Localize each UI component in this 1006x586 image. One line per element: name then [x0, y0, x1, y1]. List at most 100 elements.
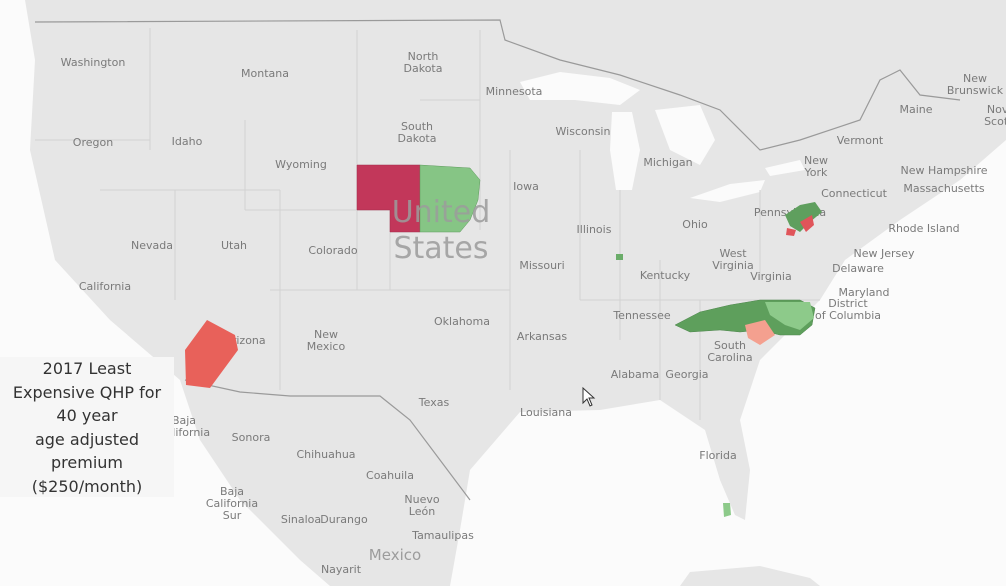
place-label: Sinaloa: [281, 513, 321, 526]
place-labels: WashingtonMontanaNorthDakotaMinnesotaOre…: [61, 50, 1006, 576]
legend-line: premium: [51, 453, 123, 472]
lake-erie: [690, 180, 765, 202]
legend-box: 2017 Least Expensive QHP for 40 year age ad…: [0, 357, 174, 497]
place-label: Durango: [320, 513, 368, 526]
place-label: Florida: [699, 449, 736, 462]
legend-line: Expensive QHP for: [12, 382, 162, 402]
place-label: Arkansas: [517, 330, 567, 343]
place-label: Massachusetts: [903, 182, 985, 195]
place-label: California: [79, 280, 131, 293]
place-label: New Hampshire: [900, 164, 987, 177]
state-borders: [35, 28, 820, 420]
region-arizona: [185, 320, 238, 388]
place-label: Utah: [221, 239, 247, 252]
place-label: Dakota: [398, 132, 437, 145]
legend-line: 40 year: [56, 406, 118, 425]
place-label: Colorado: [308, 244, 357, 257]
premium-regions: [185, 164, 822, 517]
place-label: Iowa: [513, 180, 539, 193]
place-label: New: [963, 72, 987, 85]
place-label: Idaho: [172, 135, 203, 148]
country-borders: [34, 19, 961, 501]
place-label: Missouri: [519, 259, 564, 272]
region-florida: [723, 503, 731, 517]
place-label: Washington: [61, 56, 126, 69]
place-label: Baja: [220, 485, 244, 498]
place-label: Alabama: [611, 368, 660, 381]
region-illinois: [616, 254, 623, 260]
place-label: New: [314, 328, 338, 341]
cuba: [680, 566, 820, 586]
place-label: New Jersey: [853, 247, 915, 260]
place-label: Louisiana: [520, 406, 572, 419]
place-label: Tennessee: [612, 309, 671, 322]
place-label: Delaware: [832, 262, 884, 275]
place-label: Oklahoma: [434, 315, 490, 328]
place-label: South: [401, 120, 433, 133]
region-nebraska-east: [419, 164, 481, 233]
place-label: Sonora: [232, 431, 271, 444]
place-label: Wyoming: [275, 158, 327, 171]
legend-line: age adjusted: [34, 429, 140, 449]
place-label: Tamaulipas: [411, 529, 474, 542]
place-label: of Columbia: [815, 309, 881, 322]
legend-line: ($250/month): [31, 476, 143, 496]
place-label: Scotia: [984, 115, 1006, 128]
place-label: Vermont: [837, 134, 884, 147]
region-pennsylvania: [785, 202, 822, 232]
place-label: Mexico: [307, 340, 346, 353]
country-label: States: [393, 231, 488, 266]
place-label: Brunswick: [947, 84, 1004, 97]
cursor: [582, 386, 596, 407]
place-label: New: [804, 154, 828, 167]
country-label: Mexico: [369, 546, 421, 564]
place-label: Georgia: [665, 368, 708, 381]
place-label: Maryland: [838, 286, 889, 299]
place-label: West: [719, 247, 747, 260]
country-label: United: [392, 195, 491, 230]
lake-superior: [520, 72, 640, 105]
place-label: Texas: [418, 396, 450, 409]
place-label: Rhode Island: [888, 222, 959, 235]
country-labels: United States Mexico: [369, 195, 490, 564]
atlantic-gulf: [450, 140, 1006, 586]
place-label: Connecticut: [821, 187, 888, 200]
place-label: District: [828, 297, 868, 310]
place-label: York: [804, 166, 829, 179]
place-label: Maine: [899, 103, 932, 116]
place-label: Ohio: [682, 218, 708, 231]
lake-michigan: [610, 112, 640, 190]
place-label: Illinois: [577, 223, 612, 236]
place-label: Dakota: [404, 62, 443, 75]
place-label: Michigan: [643, 156, 692, 169]
place-label: South: [714, 339, 746, 352]
place-label: Minnesota: [486, 85, 543, 98]
place-label: Nuevo: [404, 493, 439, 506]
place-label: Montana: [241, 67, 289, 80]
lake-ontario: [765, 160, 805, 176]
lake-huron: [655, 105, 715, 165]
place-label: León: [409, 505, 435, 518]
place-label: Nevada: [131, 239, 173, 252]
place-label: Coahuila: [366, 469, 414, 482]
region-north-carolina-pink: [745, 320, 775, 345]
place-label: Nayarit: [321, 563, 362, 576]
place-label: North: [408, 50, 439, 63]
place-label: Wisconsin: [556, 125, 611, 138]
place-label: Virginia: [750, 270, 791, 283]
place-label: Carolina: [707, 351, 752, 364]
region-pennsylvania-red: [800, 215, 814, 232]
place-label: Virginia: [712, 259, 753, 272]
place-label: Oregon: [73, 136, 113, 149]
place-label: Baja: [172, 414, 196, 427]
legend-line: 2017 Least: [42, 359, 132, 378]
region-pennsylvania-red: [786, 228, 796, 236]
place-label: California: [206, 497, 258, 510]
place-label: Chihuahua: [296, 448, 355, 461]
region-north-carolina-light: [765, 302, 814, 330]
place-label: Nova: [987, 103, 1006, 116]
place-label: Sur: [223, 509, 242, 522]
place-label: Kentucky: [640, 269, 691, 282]
